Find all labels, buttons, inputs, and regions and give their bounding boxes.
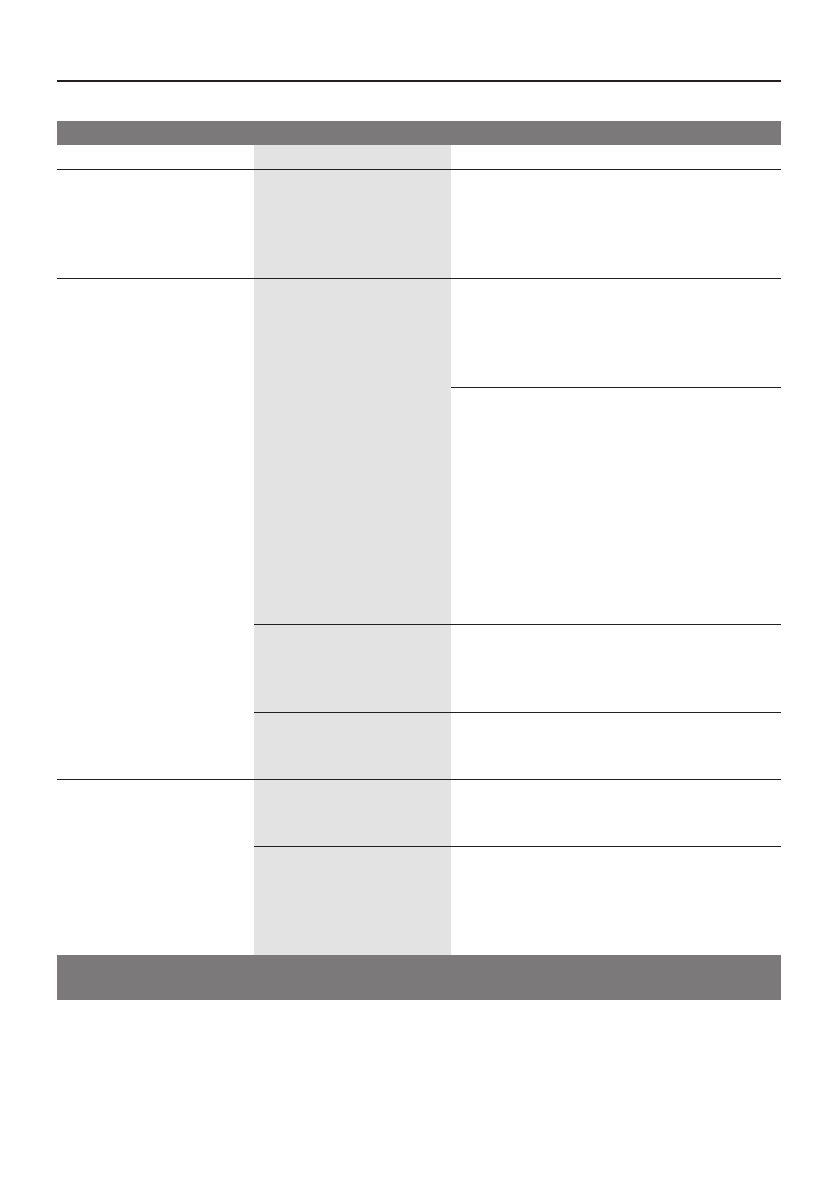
top-rule — [57, 80, 781, 82]
row-divider — [254, 624, 781, 625]
row-divider — [57, 278, 781, 279]
table-header-bar — [57, 121, 781, 145]
row-divider — [254, 712, 781, 713]
shaded-column — [254, 145, 451, 955]
row-divider — [254, 846, 781, 847]
row-divider — [57, 779, 781, 780]
row-divider — [57, 169, 781, 170]
row-divider — [451, 387, 781, 388]
table-footer-bar — [57, 955, 781, 1000]
